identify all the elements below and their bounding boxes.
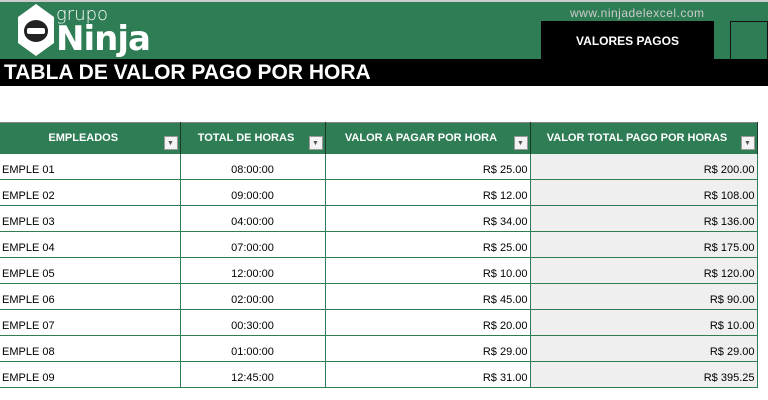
table-cell[interactable]: 00:30:00 xyxy=(180,309,326,336)
website-url[interactable]: www.ninjadelexcel.com xyxy=(570,6,705,20)
table-cell[interactable]: EMPLE 04 xyxy=(0,231,181,258)
table-cell[interactable]: EMPLE 09 xyxy=(0,361,181,388)
page-title: TABLA DE VALOR PAGO POR HORA xyxy=(0,59,768,86)
table-cell[interactable]: 12:45:00 xyxy=(180,361,326,388)
table-cell[interactable]: R$ 200.00 xyxy=(530,153,758,180)
data-table: EMPLEADOS ▼ TOTAL DE HORAS ▼ VALOR A PAGAR P… xyxy=(0,122,758,388)
column-header: TOTAL DE HORAS ▼ xyxy=(180,122,326,154)
table-cell[interactable]: EMPLE 03 xyxy=(0,205,181,232)
table-cell[interactable]: 12:00:00 xyxy=(180,257,326,284)
column-header: EMPLEADOS ▼ xyxy=(0,122,181,154)
table-cell[interactable]: 02:00:00 xyxy=(180,283,326,310)
table-cell[interactable]: 07:00:00 xyxy=(180,231,326,258)
banner: grupo Ninja www.ninjadelexcel.com VALORE… xyxy=(0,0,768,61)
filter-dropdown-icon[interactable]: ▼ xyxy=(163,135,178,150)
table-cell[interactable]: R$ 29.00 xyxy=(325,335,531,362)
table-cell[interactable]: 01:00:00 xyxy=(180,335,326,362)
table-cell[interactable]: R$ 10.00 xyxy=(530,309,758,336)
table-cell[interactable]: 08:00:00 xyxy=(180,153,326,180)
filter-dropdown-icon[interactable]: ▼ xyxy=(740,135,755,150)
table-cell[interactable]: R$ 108.00 xyxy=(530,179,758,206)
table-cell[interactable]: EMPLE 02 xyxy=(0,179,181,206)
table-cell[interactable]: R$ 25.00 xyxy=(325,153,531,180)
table-cell[interactable]: R$ 395.25 xyxy=(530,361,758,388)
table-cell[interactable]: R$ 45.00 xyxy=(325,283,531,310)
table-row: EMPLE 06 02:00:00 R$ 45.00 R$ 90.00 xyxy=(0,283,758,310)
table-cell[interactable]: EMPLE 08 xyxy=(0,335,181,362)
table-cell[interactable]: R$ 120.00 xyxy=(530,257,758,284)
column-header-label: VALOR A PAGAR POR HORA xyxy=(344,132,498,145)
table-cell[interactable]: R$ 31.00 xyxy=(325,361,531,388)
column-header: VALOR TOTAL PAGO POR HORAS ▼ xyxy=(530,122,758,154)
table-row: EMPLE 04 07:00:00 R$ 25.00 R$ 175.00 xyxy=(0,231,758,258)
table-cell[interactable]: R$ 175.00 xyxy=(530,231,758,258)
table-row: EMPLE 01 08:00:00 R$ 25.00 R$ 200.00 xyxy=(0,153,758,180)
table-row: EMPLE 09 12:45:00 R$ 31.00 R$ 395.25 xyxy=(0,361,758,388)
table-cell[interactable]: 09:00:00 xyxy=(180,179,326,206)
table-row: EMPLE 02 09:00:00 R$ 12.00 R$ 108.00 xyxy=(0,179,758,206)
table-cell[interactable]: R$ 12.00 xyxy=(325,179,531,206)
table-cell[interactable]: R$ 20.00 xyxy=(325,309,531,336)
table-row: EMPLE 03 04:00:00 R$ 34.00 R$ 136.00 xyxy=(0,205,758,232)
ninja-logo-icon xyxy=(18,4,54,56)
table-cell[interactable]: EMPLE 06 xyxy=(0,283,181,310)
brand-grupo: grupo xyxy=(56,4,109,25)
table-cell[interactable]: R$ 29.00 xyxy=(530,335,758,362)
filter-dropdown-icon[interactable]: ▼ xyxy=(513,135,528,150)
filter-dropdown-icon[interactable]: ▼ xyxy=(308,135,323,150)
table-cell[interactable]: EMPLE 05 xyxy=(0,257,181,284)
table-row: EMPLE 08 01:00:00 R$ 29.00 R$ 29.00 xyxy=(0,335,758,362)
table-cell[interactable]: R$ 90.00 xyxy=(530,283,758,310)
column-header: VALOR A PAGAR POR HORA ▼ xyxy=(325,122,531,154)
column-header-label: VALOR TOTAL PAGO POR HORAS xyxy=(546,132,728,145)
table-cell[interactable]: R$ 34.00 xyxy=(325,205,531,232)
column-header-label: TOTAL DE HORAS xyxy=(197,132,295,145)
tab-other[interactable] xyxy=(730,21,768,61)
tab-valores-pagos[interactable]: VALORES PAGOS xyxy=(541,21,714,61)
table-cell[interactable]: 04:00:00 xyxy=(180,205,326,232)
table-cell[interactable]: R$ 10.00 xyxy=(325,257,531,284)
brand-ninja: Ninja xyxy=(56,19,151,59)
column-header-label: EMPLEADOS xyxy=(48,132,119,145)
table-cell[interactable]: EMPLE 07 xyxy=(0,309,181,336)
table-cell[interactable]: EMPLE 01 xyxy=(0,153,181,180)
table-row: EMPLE 05 12:00:00 R$ 10.00 R$ 120.00 xyxy=(0,257,758,284)
table-row: EMPLE 07 00:30:00 R$ 20.00 R$ 10.00 xyxy=(0,309,758,336)
table-cell[interactable]: R$ 136.00 xyxy=(530,205,758,232)
table-cell[interactable]: R$ 25.00 xyxy=(325,231,531,258)
